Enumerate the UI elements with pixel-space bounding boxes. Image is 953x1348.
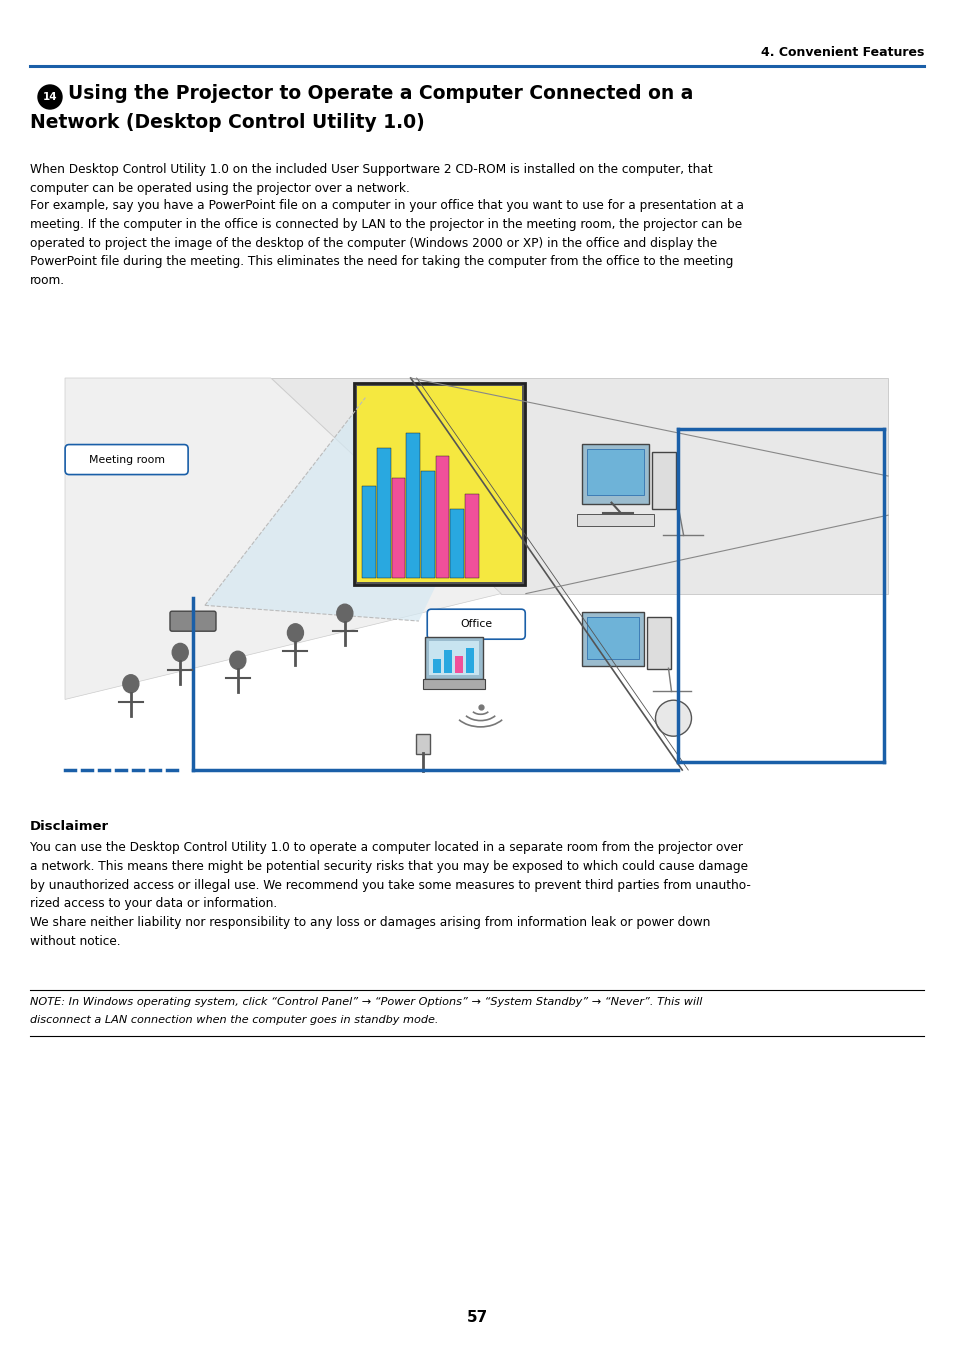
Bar bbox=[362, 487, 375, 578]
FancyBboxPatch shape bbox=[587, 449, 644, 495]
FancyBboxPatch shape bbox=[577, 514, 654, 526]
Text: 57: 57 bbox=[466, 1310, 487, 1325]
Bar bbox=[420, 470, 435, 578]
Bar bbox=[376, 448, 390, 578]
Bar bbox=[466, 647, 474, 673]
FancyBboxPatch shape bbox=[356, 386, 521, 582]
Text: disconnect a LAN connection when the computer goes in standby mode.: disconnect a LAN connection when the com… bbox=[30, 1015, 438, 1024]
FancyBboxPatch shape bbox=[587, 617, 639, 659]
Text: You can use the Desktop Control Utility 1.0 to operate a computer located in a s: You can use the Desktop Control Utility … bbox=[30, 841, 750, 910]
Text: When Desktop Control Utility 1.0 on the included User Supportware 2 CD-ROM is in: When Desktop Control Utility 1.0 on the … bbox=[30, 163, 712, 195]
Bar bbox=[391, 479, 405, 578]
FancyBboxPatch shape bbox=[416, 733, 430, 754]
Circle shape bbox=[38, 85, 62, 109]
Text: Network (Desktop Control Utility 1.0): Network (Desktop Control Utility 1.0) bbox=[30, 113, 424, 132]
Bar bbox=[436, 456, 449, 578]
FancyBboxPatch shape bbox=[652, 452, 676, 508]
Bar bbox=[455, 656, 463, 673]
FancyBboxPatch shape bbox=[425, 636, 483, 679]
Text: We share neither liability nor responsibility to any loss or damages arising fro: We share neither liability nor responsib… bbox=[30, 917, 710, 948]
Text: 14: 14 bbox=[43, 92, 57, 102]
Ellipse shape bbox=[287, 624, 303, 642]
Text: For example, say you have a PowerPoint file on a computer in your office that yo: For example, say you have a PowerPoint f… bbox=[30, 200, 743, 287]
Ellipse shape bbox=[336, 604, 353, 623]
Bar bbox=[444, 650, 452, 673]
Text: Disclaimer: Disclaimer bbox=[30, 820, 109, 833]
FancyBboxPatch shape bbox=[429, 640, 479, 675]
Bar bbox=[465, 493, 478, 578]
Text: 4. Convenient Features: 4. Convenient Features bbox=[760, 46, 923, 58]
Text: Meeting room: Meeting room bbox=[89, 454, 165, 465]
FancyBboxPatch shape bbox=[582, 443, 649, 504]
Bar bbox=[450, 510, 464, 578]
FancyBboxPatch shape bbox=[170, 611, 215, 631]
Polygon shape bbox=[65, 377, 500, 700]
FancyBboxPatch shape bbox=[354, 383, 524, 585]
Bar bbox=[433, 659, 441, 673]
FancyBboxPatch shape bbox=[647, 617, 671, 669]
Polygon shape bbox=[205, 398, 525, 621]
Circle shape bbox=[655, 700, 691, 736]
FancyBboxPatch shape bbox=[65, 445, 188, 474]
Bar bbox=[406, 433, 419, 578]
Polygon shape bbox=[271, 377, 887, 593]
Ellipse shape bbox=[172, 643, 188, 662]
Text: NOTE: In Windows operating system, click “Control Panel” → “Power Options” → “Sy: NOTE: In Windows operating system, click… bbox=[30, 998, 701, 1007]
Text: Using the Projector to Operate a Computer Connected on a: Using the Projector to Operate a Compute… bbox=[68, 84, 693, 102]
FancyBboxPatch shape bbox=[423, 679, 485, 689]
Ellipse shape bbox=[123, 675, 139, 693]
Text: Office: Office bbox=[459, 619, 492, 630]
Ellipse shape bbox=[230, 651, 246, 669]
FancyBboxPatch shape bbox=[582, 612, 644, 666]
FancyBboxPatch shape bbox=[427, 609, 525, 639]
